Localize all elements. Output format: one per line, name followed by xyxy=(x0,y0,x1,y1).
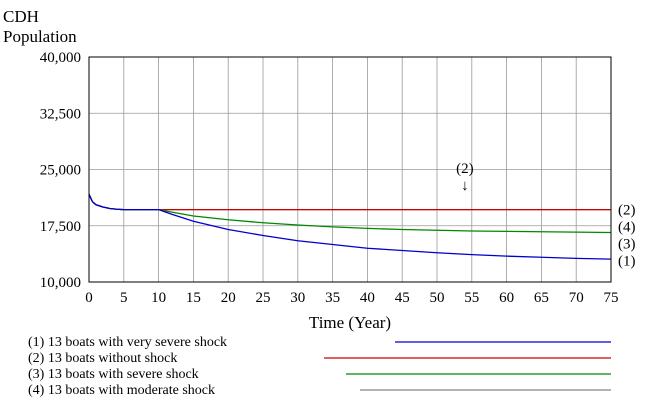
x-tick-label: 65 xyxy=(534,290,549,306)
x-tick-label: 15 xyxy=(186,290,201,306)
y-tick-label: 25,000 xyxy=(40,163,81,179)
series-line xyxy=(88,193,612,234)
series-end-marker: (2) xyxy=(618,203,636,219)
series-end-marker: (1) xyxy=(618,254,636,270)
annotation: (2)↓ xyxy=(456,161,474,194)
legend-label: (1) 13 boats with very severe shock xyxy=(28,335,227,350)
legend: (1) 13 boats with very severe shock(2) 1… xyxy=(28,335,611,398)
y-tick-label: 32,500 xyxy=(40,106,81,122)
x-tick-label: 45 xyxy=(395,290,410,306)
x-tick-label: 50 xyxy=(430,290,445,306)
y-axis-title-line: Population xyxy=(3,27,77,46)
x-tick-label: 35 xyxy=(325,290,340,306)
x-tick-label: 70 xyxy=(569,290,584,306)
series-line xyxy=(88,193,612,260)
series-line xyxy=(88,193,611,211)
x-tick-label: 20 xyxy=(221,290,236,306)
legend-label: (4) 13 boats with moderate shock xyxy=(28,383,215,398)
x-tick-label: 55 xyxy=(464,290,479,306)
y-tick-label: 17,500 xyxy=(40,219,81,235)
x-axis-label: Time (Year) xyxy=(309,313,391,332)
x-tick-label: 30 xyxy=(290,290,305,306)
y-tick-label: 10,000 xyxy=(40,275,81,291)
legend-label: (3) 13 boats with severe shock xyxy=(28,367,199,382)
y-tick-labels: 10,000 17,500 25,000 32,500 40,000 xyxy=(40,50,81,291)
x-tick-label: 25 xyxy=(256,290,271,306)
grid-lines xyxy=(89,57,611,282)
y-tick-label: 40,000 xyxy=(40,50,81,66)
annotation-arrow: ↓ xyxy=(461,178,469,194)
annotation-label: (2) xyxy=(456,161,474,177)
series-end-marker: (4) xyxy=(618,220,636,236)
x-tick-label: 40 xyxy=(360,290,375,306)
x-tick-label: 5 xyxy=(120,290,128,306)
x-tick-label: 60 xyxy=(499,290,514,306)
series-lines xyxy=(88,193,612,260)
x-tick-labels: 0 5 10 15 20 25 30 35 40 45 50 55 60 65 70 75 xyxy=(85,290,618,306)
plot-frame xyxy=(88,56,612,283)
series-line xyxy=(88,193,611,211)
series-end-marker: (3) xyxy=(618,237,636,253)
y-axis-title-line: CDH xyxy=(3,7,39,26)
x-tick-label: 0 xyxy=(85,290,93,306)
x-tick-label: 75 xyxy=(604,290,619,306)
legend-label: (2) 13 boats without shock xyxy=(28,351,177,366)
series-end-markers: (2)(4)(3)(1) xyxy=(618,203,636,270)
x-tick-label: 10 xyxy=(151,290,166,306)
